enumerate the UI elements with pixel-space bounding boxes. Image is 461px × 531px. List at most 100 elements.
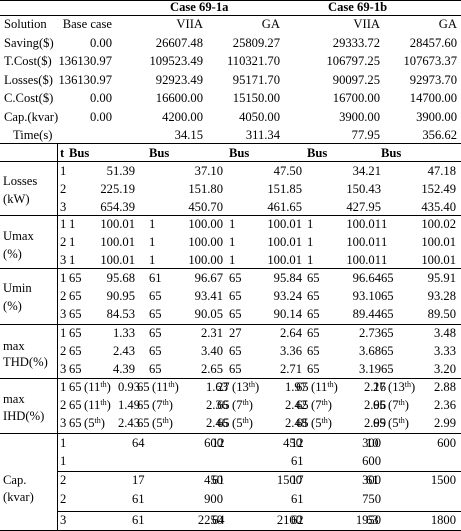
bus-cell: 65 bbox=[149, 362, 162, 376]
time-cell: 1 bbox=[60, 271, 67, 285]
bus-cell: 10 bbox=[366, 436, 379, 450]
summary-row: T.Cost($) 136130.97 109523.49 110321.70 1067… bbox=[0, 55, 461, 70]
detail-header-row: t Bus Bus Bus Bus Bus bbox=[0, 147, 461, 162]
summary-cell: 3900.00 bbox=[416, 109, 457, 124]
value-cell: 2.88 bbox=[433, 380, 456, 394]
column-heading: GA bbox=[438, 17, 457, 31]
detail-row: 3 1 100.01 1 100.00 1 100.01 1 100.01 1 100.01 bbox=[0, 254, 461, 269]
value-cell: 2.43 bbox=[117, 416, 140, 430]
summary-cell: 136130.97 bbox=[58, 72, 112, 87]
harmonic-number: 5 bbox=[88, 416, 95, 430]
bus-heading: Bus bbox=[229, 146, 250, 160]
summary-cell: 92973.70 bbox=[409, 72, 457, 87]
value-cell: 2.36 bbox=[205, 398, 228, 412]
harmonic-suffix: th bbox=[327, 380, 334, 389]
detail-row: 1 65 95.68 61 96.67 65 95.84 65 96.64 65 95.91 bbox=[0, 272, 461, 287]
bus-cell: 65 bbox=[381, 344, 394, 358]
value-cell: 1800 bbox=[430, 513, 456, 527]
bus-cell: 61 bbox=[149, 271, 162, 285]
value-cell: 100.01 bbox=[346, 253, 381, 267]
value-cell: 100.00 bbox=[188, 217, 223, 231]
time-cell: 1 bbox=[60, 217, 67, 231]
value-cell: 100.01 bbox=[100, 217, 135, 231]
value-cell: 2.36 bbox=[433, 398, 456, 412]
bus-cell: 65 bbox=[307, 307, 320, 321]
value-cell: 1950 bbox=[355, 513, 381, 527]
harmonic-order: (7th) bbox=[311, 398, 332, 412]
value-cell: 47.18 bbox=[427, 164, 456, 178]
bus-cell: 65 bbox=[229, 362, 242, 376]
bus-cell: 64 bbox=[212, 513, 225, 527]
harmonic-number: 5 bbox=[156, 416, 163, 430]
harmonic-order: (5th) bbox=[84, 416, 105, 430]
harmonic-suffix: th bbox=[398, 398, 405, 407]
bus-cell: 65 bbox=[381, 271, 394, 285]
time-cell: 3 bbox=[60, 362, 67, 376]
summary-cell: 25809.27 bbox=[232, 36, 280, 50]
time-cell: 2 bbox=[60, 344, 67, 358]
column-heading: VIIA bbox=[176, 17, 203, 31]
detail-row: 3 65 (5th) 2.43 65 (5th) 2.46 65 (5th) 2.48 65 (5th… bbox=[0, 417, 461, 432]
value-cell: 600 bbox=[362, 454, 381, 468]
bus-cell: 65 bbox=[373, 398, 386, 412]
harmonic-suffix: th bbox=[321, 416, 328, 425]
detail-row: 1 51.39 37.10 47.50 34.21 47.18 bbox=[0, 165, 461, 180]
bus-cell: 1 bbox=[69, 217, 76, 231]
harmonic-number: 7 bbox=[156, 398, 163, 412]
case-a-heading: Case 69-1a bbox=[170, 0, 229, 14]
harmonic-suffix: th bbox=[100, 398, 107, 407]
bus-cell: 61 bbox=[132, 513, 145, 527]
bus-cell: 12 bbox=[291, 436, 304, 450]
table-rule bbox=[0, 268, 461, 269]
value-cell: 1.63 bbox=[205, 380, 228, 394]
detail-row: 2 17 450 61 1500 17 300 61 1500 bbox=[0, 474, 461, 489]
group-label: THD(%) bbox=[3, 355, 48, 369]
value-cell: 300 bbox=[362, 473, 381, 487]
bus-cell: 65 bbox=[69, 289, 82, 303]
summary-cell: 16700.00 bbox=[332, 91, 380, 106]
summary-cell: 28457.60 bbox=[409, 36, 457, 50]
summary-cell: 311.34 bbox=[245, 128, 280, 142]
bus-cell: 17 bbox=[291, 473, 304, 487]
bus-cell: 65 bbox=[307, 326, 320, 340]
table-rule bbox=[0, 0, 461, 1]
harmonic-number: 13 bbox=[236, 380, 249, 394]
bus-cell: 1 bbox=[69, 253, 76, 267]
harmonic-number: 7 bbox=[236, 398, 243, 412]
harmonic-suffix: th bbox=[162, 398, 169, 407]
harmonic-suffix: th bbox=[100, 380, 107, 389]
harmonic-number: 7 bbox=[392, 398, 399, 412]
value-cell: 100.01 bbox=[346, 217, 381, 231]
summary-cell: 0.00 bbox=[89, 36, 112, 50]
value-cell: 100.02 bbox=[421, 217, 456, 231]
value-cell: 93.28 bbox=[427, 289, 456, 303]
table-rule bbox=[57, 471, 461, 472]
value-cell: 435.40 bbox=[421, 200, 456, 214]
value-cell: 3.40 bbox=[200, 344, 223, 358]
time-cell: 2 bbox=[60, 473, 67, 487]
bus-cell: 65 bbox=[381, 307, 394, 321]
value-cell: 152.49 bbox=[421, 182, 456, 196]
value-cell: 2.16 bbox=[363, 380, 386, 394]
bus-cell: 65 bbox=[229, 271, 242, 285]
time-cell: 2 bbox=[60, 289, 67, 303]
value-cell: 2.43 bbox=[112, 344, 135, 358]
summary-cell: 77.95 bbox=[351, 128, 380, 142]
value-cell: 100.01 bbox=[346, 235, 381, 249]
value-cell: 450 bbox=[283, 436, 302, 450]
table-rule bbox=[0, 433, 461, 434]
bus-cell: 65 bbox=[307, 362, 320, 376]
value-cell: 96.64 bbox=[352, 271, 381, 285]
summary-cell: 0.00 bbox=[89, 91, 112, 106]
bus-cell: 1 bbox=[229, 235, 236, 249]
value-cell: 1500 bbox=[430, 473, 456, 487]
harmonic-order: (13th) bbox=[388, 380, 416, 394]
summary-cell: 0.00 bbox=[89, 109, 112, 124]
harmonic-order: (5th) bbox=[232, 416, 253, 430]
bus-cell: 1 bbox=[149, 235, 156, 249]
harmonic-number: 13 bbox=[392, 380, 405, 394]
value-cell: 100.01 bbox=[100, 235, 135, 249]
harmonic-order: (5th) bbox=[388, 416, 409, 430]
summary-row: C.Cost($) 0.00 16600.00 15150.00 16700.00 147… bbox=[0, 92, 461, 107]
group-label: (kvar) bbox=[3, 490, 34, 504]
